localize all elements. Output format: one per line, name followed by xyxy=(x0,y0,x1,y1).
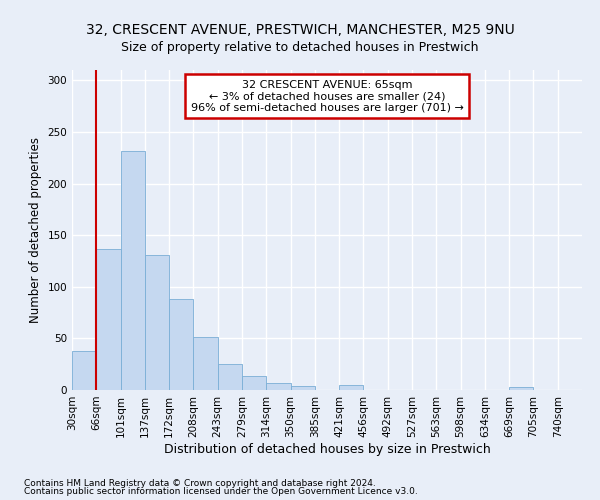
Bar xyxy=(169,299,193,390)
Bar xyxy=(290,386,315,390)
Bar xyxy=(266,383,290,390)
X-axis label: Distribution of detached houses by size in Prestwich: Distribution of detached houses by size … xyxy=(164,442,490,456)
Bar xyxy=(96,248,121,390)
Text: Contains public sector information licensed under the Open Government Licence v3: Contains public sector information licen… xyxy=(24,487,418,496)
Text: Contains HM Land Registry data © Crown copyright and database right 2024.: Contains HM Land Registry data © Crown c… xyxy=(24,478,376,488)
Text: 32, CRESCENT AVENUE, PRESTWICH, MANCHESTER, M25 9NU: 32, CRESCENT AVENUE, PRESTWICH, MANCHEST… xyxy=(86,22,514,36)
Bar xyxy=(339,385,364,390)
Bar xyxy=(145,255,169,390)
Bar xyxy=(218,364,242,390)
Bar xyxy=(509,387,533,390)
Bar xyxy=(193,338,218,390)
Y-axis label: Number of detached properties: Number of detached properties xyxy=(29,137,42,323)
Text: Size of property relative to detached houses in Prestwich: Size of property relative to detached ho… xyxy=(121,41,479,54)
Bar xyxy=(121,150,145,390)
Bar xyxy=(72,351,96,390)
Bar xyxy=(242,376,266,390)
Text: 32 CRESCENT AVENUE: 65sqm
← 3% of detached houses are smaller (24)
96% of semi-d: 32 CRESCENT AVENUE: 65sqm ← 3% of detach… xyxy=(191,80,463,113)
